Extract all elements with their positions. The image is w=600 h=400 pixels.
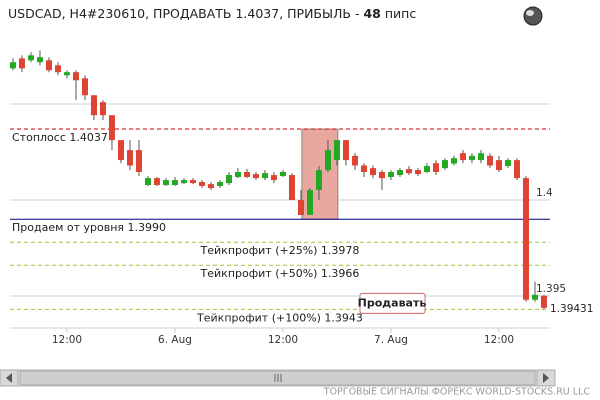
candle-body xyxy=(135,150,142,172)
x-tick-label: 12:00 xyxy=(268,334,298,346)
candle-body xyxy=(531,294,538,300)
level-label: Продаем от уровня 1.3990 xyxy=(12,221,166,234)
profit-unit: пипс xyxy=(385,6,416,21)
candle-body xyxy=(171,180,178,186)
candle-body xyxy=(441,160,448,169)
candle-body xyxy=(405,169,412,174)
candle-body xyxy=(144,178,151,186)
candle-body xyxy=(225,175,232,184)
globe-shine xyxy=(526,10,534,16)
candle-body xyxy=(432,163,439,172)
footer: ТОРГОВЫЕ СИГНАЛЫ ФОРЕКС WORLD-STOCKS.RU … xyxy=(323,387,591,398)
signal-label: Продавать xyxy=(358,296,427,309)
candle-body xyxy=(387,171,394,177)
candle-body xyxy=(54,65,61,73)
candle-body xyxy=(396,170,403,176)
candle-body xyxy=(189,180,196,184)
candle-body xyxy=(252,174,259,179)
candle-body xyxy=(180,180,187,184)
candle-body xyxy=(522,178,529,300)
candle-body xyxy=(378,171,385,179)
candle-body xyxy=(117,140,124,161)
candle-body xyxy=(108,115,115,141)
candle-body xyxy=(216,181,223,186)
candle-body xyxy=(324,150,331,171)
level-label: Стоплосс 1.4037 xyxy=(12,131,108,144)
chart-title: USDCAD, H4#230610, ПРОДАВАТЬ 1.4037, ПРИ… xyxy=(8,6,416,21)
candle-body xyxy=(351,155,358,166)
last-price-box xyxy=(548,302,598,317)
candle-body xyxy=(342,140,349,161)
candle-body xyxy=(126,150,133,166)
candle-body xyxy=(45,60,52,71)
candle-body xyxy=(27,55,34,61)
candle-body xyxy=(90,95,97,116)
candle-body xyxy=(504,160,511,167)
y-tick-label: 1.4 xyxy=(536,187,553,199)
candle-body xyxy=(162,180,169,186)
arrow-right xyxy=(543,373,549,383)
candle-body xyxy=(369,168,376,176)
candle-body xyxy=(486,155,493,166)
candle-body xyxy=(9,62,16,69)
candle-body xyxy=(513,160,520,179)
candle-body xyxy=(297,200,304,215)
arrow-left xyxy=(6,373,12,383)
candle-body xyxy=(234,171,241,177)
x-tick-label: 12:00 xyxy=(484,334,514,346)
candle-body xyxy=(261,173,268,179)
signal-badge xyxy=(359,292,426,314)
candle-body xyxy=(477,153,484,161)
profit: 48 xyxy=(363,6,380,21)
candle-body xyxy=(270,175,277,181)
candle-body xyxy=(18,58,25,69)
level-label: Тейкпрофит (+50%) 1.3966 xyxy=(200,267,360,280)
candle-body xyxy=(450,158,457,164)
y-tick-label: 1.395 xyxy=(536,283,566,295)
plot-area: 12:00 6. Aug 12:00 7. Aug 12:00 1.395 1.4 Стопл… xyxy=(9,50,598,346)
level-label: Тейкпрофит (+25%) 1.3978 xyxy=(200,244,360,257)
candle-body xyxy=(495,160,502,171)
candle-body xyxy=(288,175,295,201)
candle-body xyxy=(315,170,322,191)
level-label: Тейкпрофит (+100%) 1.3943 xyxy=(196,311,363,324)
title-text: USDCAD, H4#230610, ПРОДАВАТЬ 1.4037, ПРИ… xyxy=(8,6,360,21)
x-tick-label: 6. Aug xyxy=(158,334,192,346)
globe[interactable] xyxy=(523,6,543,26)
x-tick-label: 7. Aug xyxy=(374,334,408,346)
candle-body xyxy=(423,166,430,172)
candle-body xyxy=(540,295,547,308)
candle-body xyxy=(81,78,88,96)
x-tick-label: 12:00 xyxy=(52,334,82,346)
candle-body xyxy=(333,140,340,161)
candle-body xyxy=(459,153,466,161)
candle-body xyxy=(63,72,70,76)
candle-body xyxy=(36,57,43,63)
candle-body xyxy=(306,190,313,215)
last-price-label: 1.39431 xyxy=(550,303,593,315)
candle-body xyxy=(198,181,205,186)
candle-body xyxy=(207,184,214,189)
candle-body xyxy=(468,155,475,161)
candle-body xyxy=(279,171,286,177)
globe-icon[interactable] xyxy=(523,6,543,26)
candle-body xyxy=(99,102,106,116)
candle-body xyxy=(243,171,250,177)
scroll-grip xyxy=(274,374,282,382)
candle-body xyxy=(72,72,79,81)
candle-body xyxy=(153,178,160,186)
candle-body xyxy=(360,165,367,172)
candle-body xyxy=(414,170,421,175)
